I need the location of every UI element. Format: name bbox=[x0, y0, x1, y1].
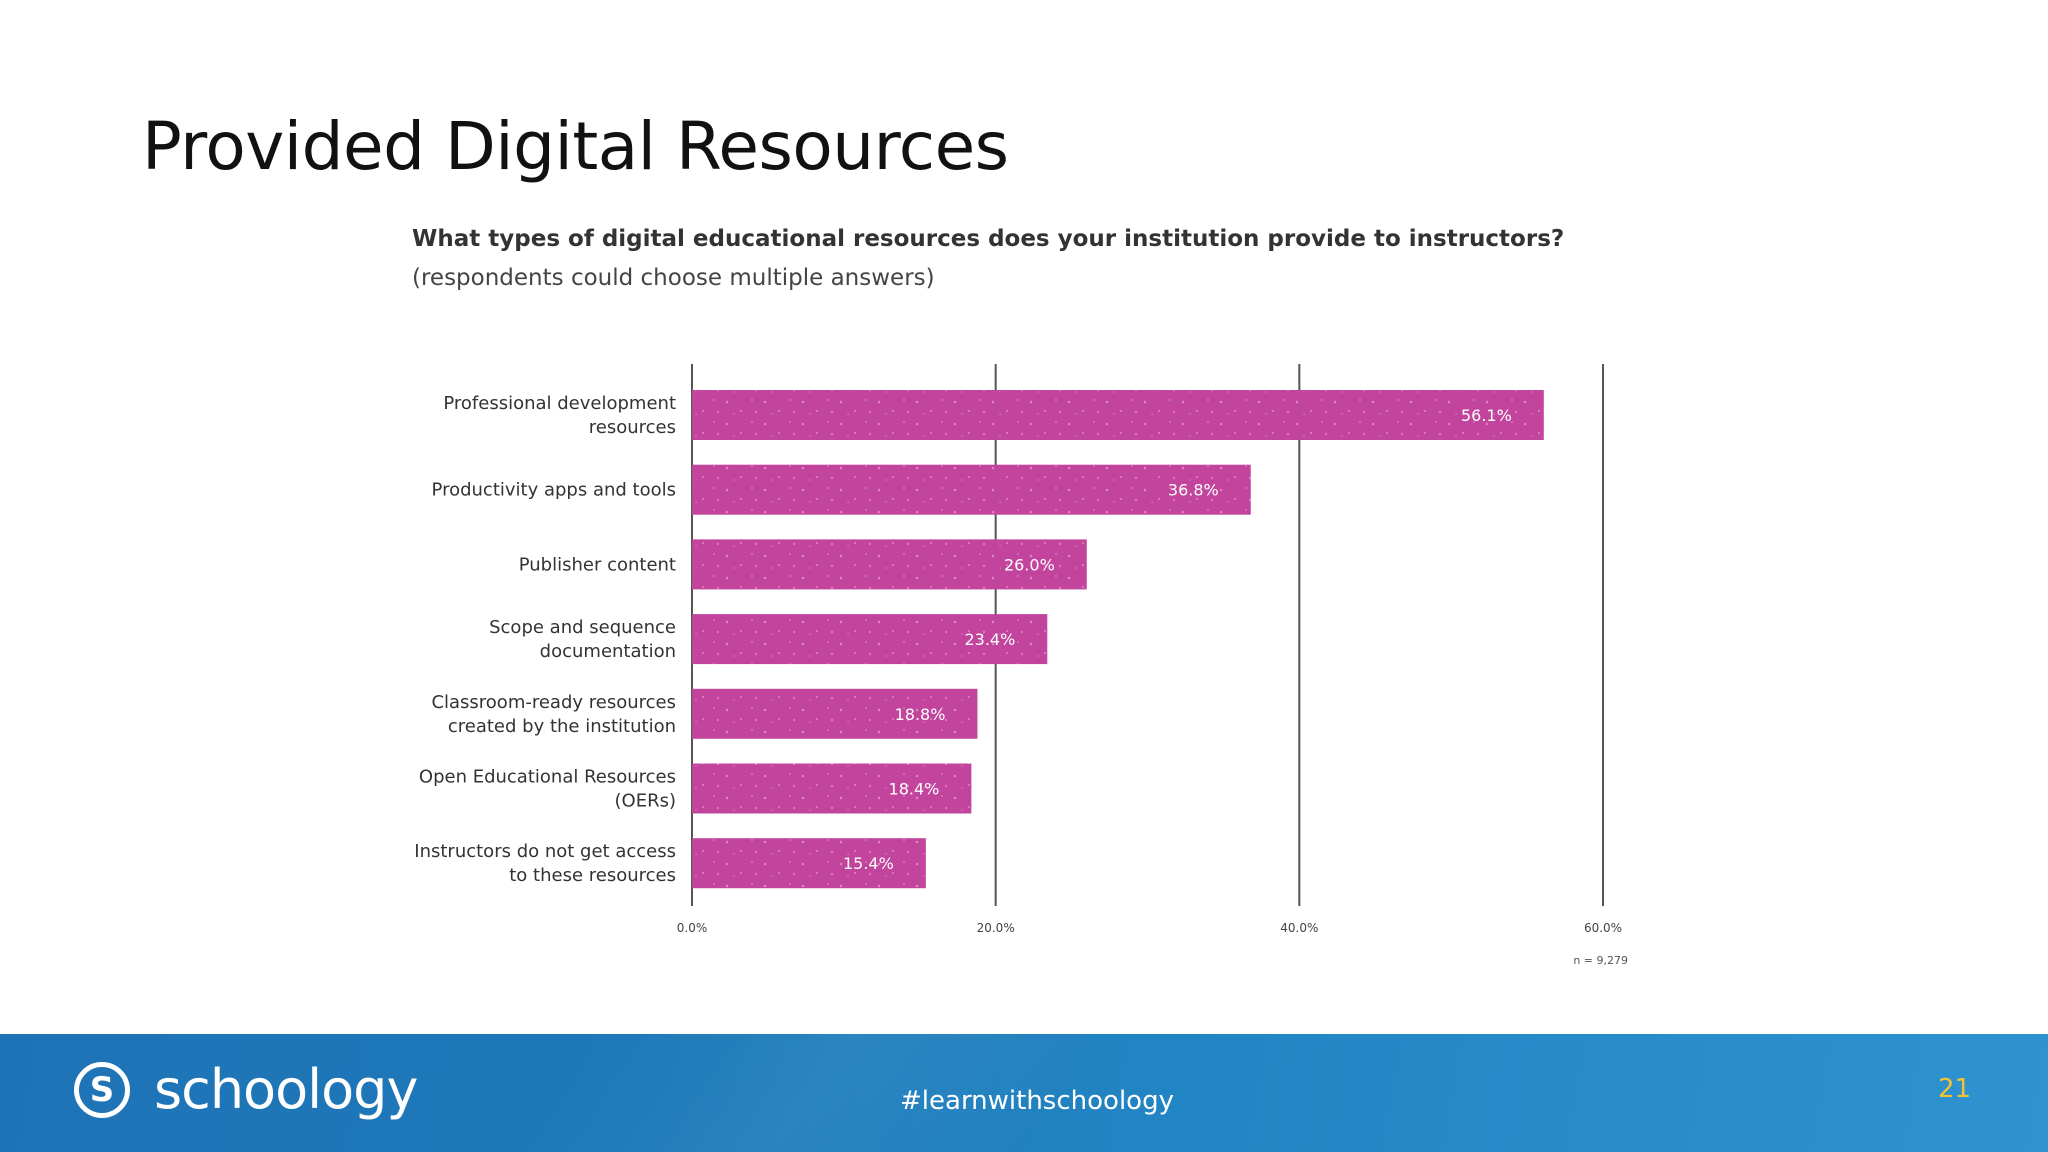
category-label: Instructors do not get access bbox=[414, 841, 676, 862]
bar-value-label: 56.1% bbox=[1461, 406, 1512, 425]
bar bbox=[692, 539, 1087, 590]
bar bbox=[692, 464, 1251, 515]
bar bbox=[692, 614, 1048, 665]
category-label: Professional development bbox=[443, 393, 676, 414]
bar-value-label: 36.8% bbox=[1168, 481, 1219, 500]
bar-texture bbox=[692, 763, 972, 814]
category-label: Open Educational Resources bbox=[419, 767, 676, 788]
category-label: resources bbox=[589, 417, 676, 438]
bar bbox=[692, 763, 972, 814]
category-label: Classroom-ready resources bbox=[431, 692, 676, 713]
category-label: Publisher content bbox=[519, 554, 676, 575]
bar-value-label: 23.4% bbox=[964, 630, 1015, 649]
bar-value-label: 18.8% bbox=[895, 705, 946, 724]
category-label: Productivity apps and tools bbox=[432, 480, 676, 501]
bar bbox=[692, 688, 978, 739]
bar-value-label: 15.4% bbox=[843, 854, 894, 873]
category-label: Scope and sequence bbox=[489, 617, 676, 638]
bar-texture bbox=[692, 390, 1544, 440]
x-tick-label: 0.0% bbox=[677, 921, 708, 935]
chart-subtitle: (respondents could choose multiple answe… bbox=[412, 265, 935, 291]
bar-texture bbox=[692, 688, 978, 739]
bar-texture bbox=[692, 614, 1048, 665]
page-number: 21 bbox=[1938, 1074, 1972, 1104]
bar bbox=[692, 838, 926, 889]
footer-hashtag: #learnwithschoology bbox=[900, 1086, 1174, 1116]
x-tick-label: 60.0% bbox=[1584, 921, 1622, 935]
category-label: to these resources bbox=[509, 865, 676, 886]
brand-name: schoology bbox=[154, 1058, 418, 1121]
bar-value-label: 18.4% bbox=[889, 780, 940, 799]
category-label: (OERs) bbox=[615, 791, 676, 812]
x-tick-label: 40.0% bbox=[1280, 921, 1318, 935]
category-label: documentation bbox=[540, 641, 676, 662]
category-label: created by the institution bbox=[448, 716, 676, 737]
bar-texture bbox=[692, 464, 1251, 515]
bar bbox=[692, 390, 1544, 440]
bar-texture bbox=[692, 539, 1087, 590]
chart-title: What types of digital educational resour… bbox=[412, 226, 1565, 252]
schoology-logo: S schoology bbox=[74, 1058, 434, 1128]
slide-title: Provided Digital Resources bbox=[142, 108, 1009, 185]
x-tick-label: 20.0% bbox=[977, 921, 1015, 935]
footer-bar bbox=[0, 1034, 2048, 1152]
bar-value-label: 26.0% bbox=[1004, 555, 1055, 574]
sample-size-note: n = 9,279 bbox=[1573, 954, 1628, 967]
schoology-s-icon: S bbox=[74, 1062, 130, 1118]
bar-chart: 0.0% 20.0% 40.0% 60.0% 56.1% Professional dev… bbox=[414, 364, 1628, 967]
bar-texture bbox=[692, 838, 926, 889]
